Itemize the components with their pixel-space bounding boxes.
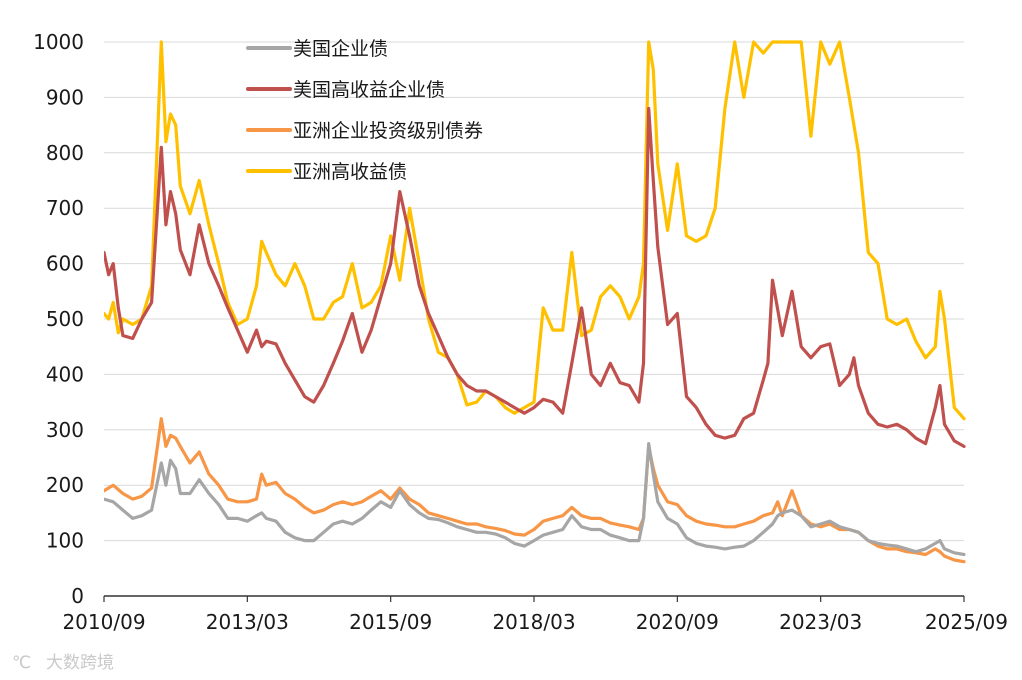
x-tick-label: 2013/03 — [206, 610, 289, 634]
watermark-logo-icon: ℃ — [12, 653, 31, 673]
y-tick-label: 100 — [46, 529, 84, 553]
y-tick-label: 400 — [46, 362, 84, 386]
x-tick-label: 2010/09 — [62, 610, 145, 634]
y-tick-label: 300 — [46, 418, 84, 442]
y-tick-label: 600 — [46, 252, 84, 276]
y-tick-label: 500 — [46, 307, 84, 331]
series-line-1 — [104, 106, 966, 448]
y-tick-label: 900 — [46, 85, 84, 109]
y-tick-label: 800 — [46, 141, 84, 165]
y-tick-label: 1000 — [33, 30, 84, 54]
y-tick-label: 200 — [46, 473, 84, 497]
legend-label-2: 亚洲企业投资级别债券 — [293, 120, 483, 142]
y-axis-tick-labels: 0 100 200 300 400 500 600 700 800 900 1000 — [33, 30, 84, 608]
x-tick-label: 2015/09 — [349, 610, 432, 634]
watermark: ℃ 大数跨境 — [12, 653, 114, 673]
series-line-0 — [104, 442, 966, 557]
series-line-3 — [104, 40, 966, 421]
x-tick-label: 2018/03 — [492, 610, 575, 634]
watermark-text: 大数跨境 — [46, 653, 114, 673]
x-tick-label: 2020/09 — [636, 610, 719, 634]
x-tick-label: 2023/03 — [779, 610, 862, 634]
legend-label-1: 美国高收益企业债 — [293, 79, 445, 101]
series-line-2 — [104, 417, 966, 564]
y-tick-label: 0 — [71, 584, 84, 608]
x-axis-tick-labels: 2010/09 2013/03 2015/09 2018/03 2020/09 2023/… — [62, 610, 1008, 634]
series-lines — [104, 40, 966, 564]
legend-label-3: 亚洲高收益债 — [293, 161, 407, 183]
x-tick-label: 2025/09 — [925, 610, 1008, 634]
y-tick-label: 700 — [46, 196, 84, 220]
legend-label-0: 美国企业债 — [293, 38, 388, 60]
